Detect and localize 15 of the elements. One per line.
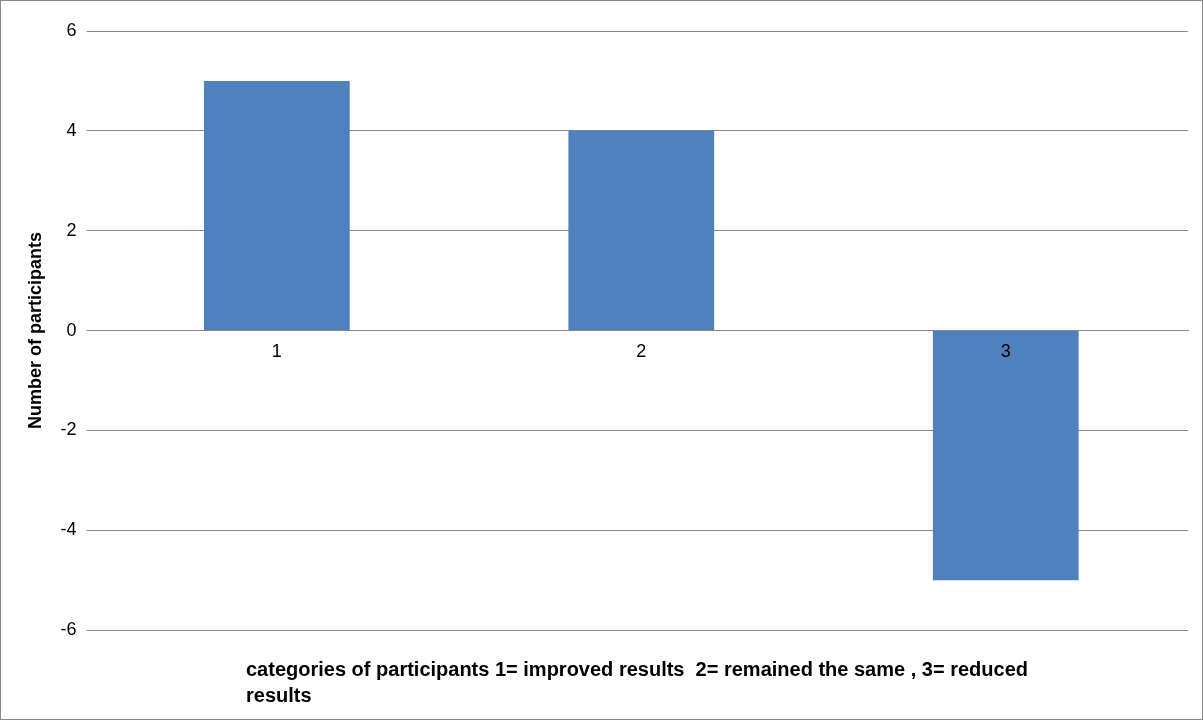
y-tick-label: 6 [66, 19, 77, 40]
y-tick-label: 4 [66, 119, 77, 140]
y-axis-title: Number of participants [24, 232, 45, 430]
y-tick-label: -2 [60, 419, 77, 440]
x-axis-title: categories of participants 1= improved results 2= remained the same , 3= reduced results [246, 657, 1029, 708]
bar [203, 80, 350, 331]
x-tick-label: 3 [1000, 340, 1011, 361]
bar [568, 130, 715, 331]
bar [932, 331, 1079, 581]
x-tick-label: 2 [636, 340, 647, 361]
x-tick-label: 1 [271, 340, 282, 361]
y-tick-label: -4 [60, 519, 77, 540]
y-tick-label: 0 [66, 319, 77, 340]
y-tick-label: 2 [66, 219, 77, 240]
y-tick-label: -6 [60, 619, 77, 640]
